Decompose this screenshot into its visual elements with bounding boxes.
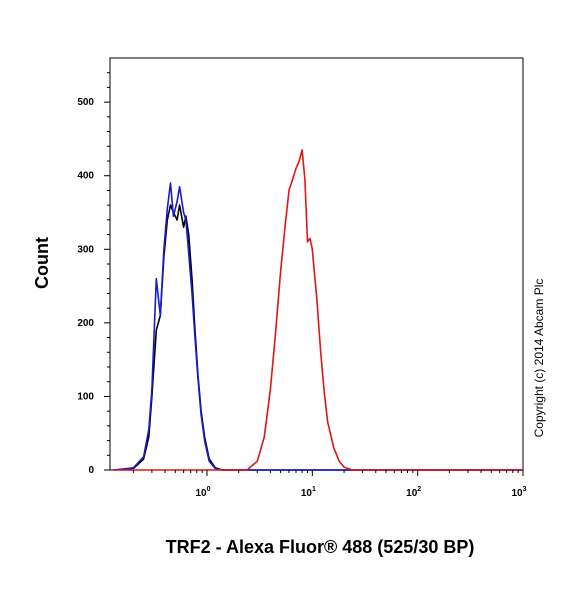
y-axis-title: Count: [32, 237, 52, 289]
y-tick-label: 300: [77, 244, 94, 255]
x-axis-title: TRF2 - Alexa Fluor® 488 (525/30 BP): [166, 537, 475, 557]
y-tick-label: 400: [77, 171, 94, 182]
series-line-2: [113, 182, 523, 471]
x-axis: 100 101 102 103: [132, 470, 527, 499]
series-line-1: [113, 204, 523, 471]
y-tick-label: 500: [77, 97, 94, 108]
y-tick-label: 200: [77, 318, 94, 329]
x-tick-label: 100: [195, 486, 210, 499]
series-line-3: [113, 149, 523, 471]
copyright-annotation: Copyright (c) 2014 Abcam Plc: [532, 279, 546, 438]
y-tick-label: 0: [88, 465, 94, 476]
x-tick-label: 102: [406, 486, 421, 499]
plot-area: [109, 57, 524, 471]
y-axis: 0 100 200 300 400 500: [77, 72, 110, 476]
x-tick-label: 103: [511, 486, 526, 499]
plot-frame: [109, 57, 524, 471]
x-tick-label: 101: [301, 486, 316, 499]
y-tick-label: 100: [77, 391, 94, 402]
